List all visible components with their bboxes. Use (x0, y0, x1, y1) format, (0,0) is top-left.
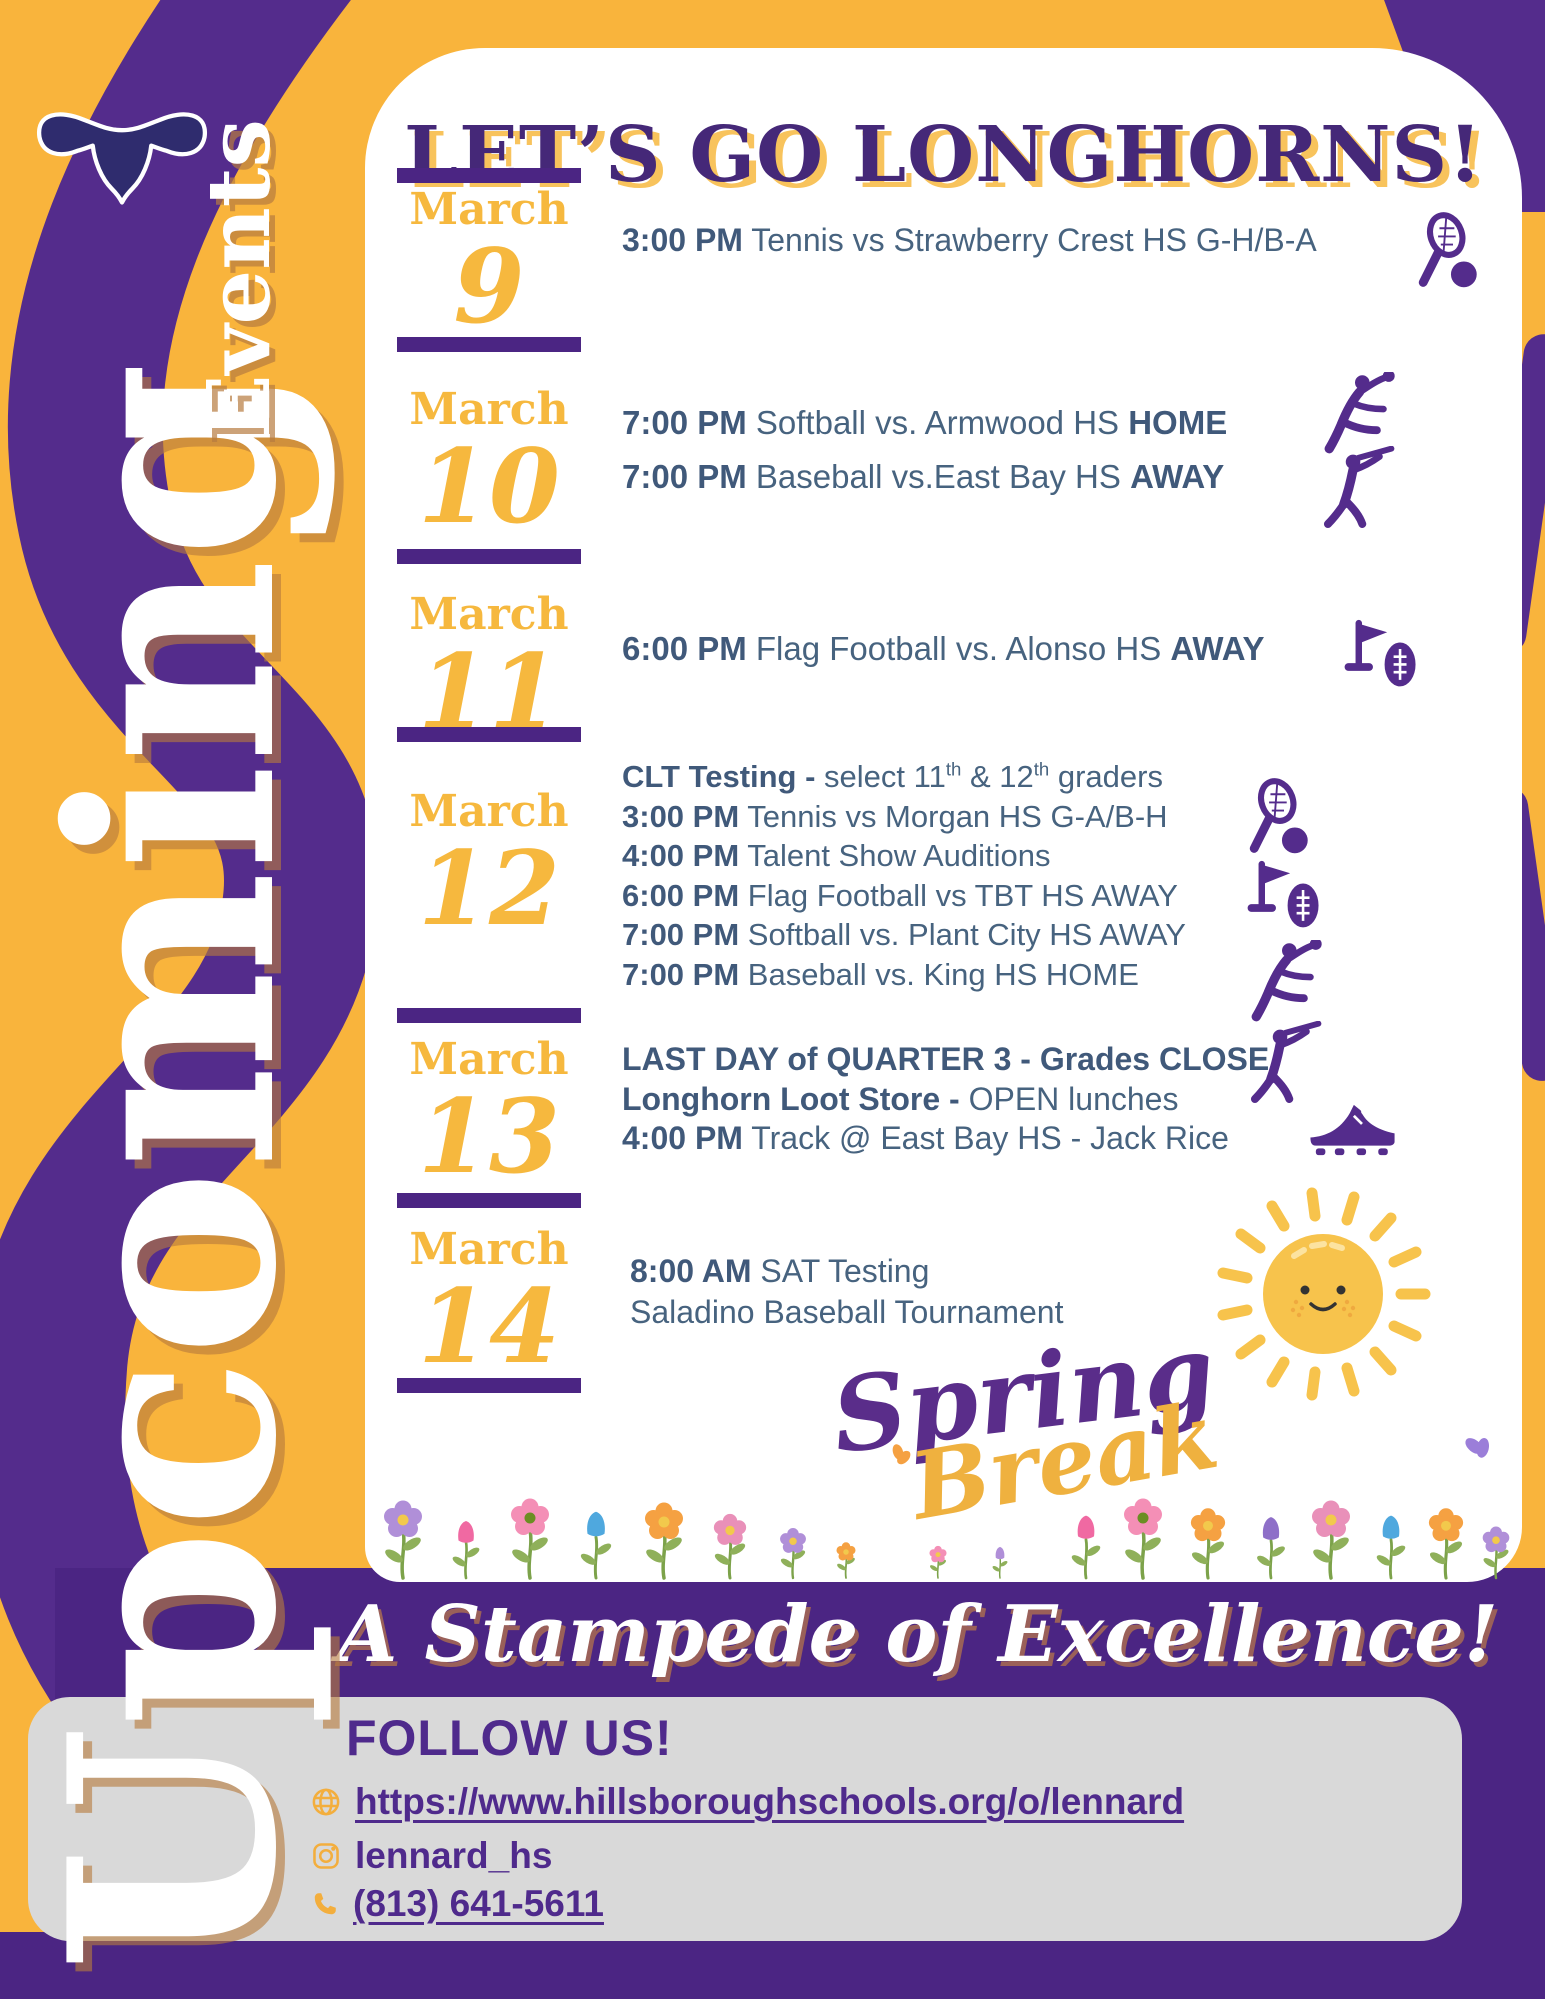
flower-cluster (381, 1438, 1512, 1580)
flag-football-icon-wrap (1243, 859, 1327, 944)
event-line: 4:00 PM Track @ East Bay HS - Jack Rice (622, 1120, 1229, 1156)
flag-football-icon (1247, 860, 1319, 928)
date-divider-bar (397, 168, 581, 183)
date-block: March 10 (397, 384, 581, 547)
date-divider-bar (397, 1008, 581, 1023)
events-vertical-text: Events (189, 119, 290, 440)
globe-icon (312, 1788, 340, 1816)
tagline-text: A Stampede of Excellence! (336, 1589, 1499, 1680)
baseball-batter-icon (1323, 445, 1395, 528)
date-month: March (409, 589, 569, 640)
event-line: 8:00 AM SAT Testing (630, 1253, 930, 1289)
flag-football-icon (1344, 619, 1416, 687)
date-month: March (409, 786, 569, 837)
date-month: March (409, 184, 569, 235)
event-line: 6:00 PM Flag Football vs. Alonso HS AWAY (622, 630, 1265, 667)
phone-icon (314, 1893, 336, 1915)
track-shoe-icon-wrap (1305, 1096, 1400, 1165)
instagram-row: lennard_hs (311, 1835, 552, 1877)
date-block: March 13 (397, 1034, 581, 1197)
date-block: March 14 (397, 1224, 581, 1387)
flag-football-icon-wrap (1340, 618, 1424, 703)
date-month: March (409, 384, 569, 435)
softball-player-icon (1251, 938, 1322, 1022)
date-divider-bar (397, 337, 581, 352)
stampede-banner: A Stampede of Excellence! (55, 1568, 1545, 1701)
follow-panel: FOLLOW US! https://www.hillsboroughschoo… (28, 1697, 1462, 1941)
butterfly-icon (1465, 1438, 1490, 1458)
event-lines: CLT Testing - select 11th & 12th graders… (622, 757, 1186, 994)
tennis-icon-wrap (1412, 212, 1494, 301)
instagram-icon (313, 1843, 339, 1869)
event-line: 3:00 PM Tennis vs Strawberry Crest HS G-… (622, 222, 1317, 258)
event-lines: 7:00 PM Softball vs. Armwood HS HOME 7:00… (622, 396, 1227, 504)
butterfly-icon (892, 1444, 911, 1465)
date-month: March (409, 1224, 569, 1275)
date-block: March 12 (397, 786, 581, 949)
phone-row: (813) 641-5611 (311, 1883, 604, 1925)
tennis-icon (1418, 212, 1477, 288)
bottom-strip (0, 1932, 1545, 1999)
event-line: 4:00 PM Talent Show Auditions (622, 838, 1051, 873)
event-line: Saladino Baseball Tournament (630, 1294, 1064, 1330)
event-lines: 6:00 PM Flag Football vs. Alonso HS AWAY (622, 627, 1265, 671)
date-month: March (409, 1034, 569, 1085)
date-divider-bar (397, 1193, 581, 1208)
event-line: 7:00 PM Baseball vs. King HS HOME (622, 956, 1139, 992)
event-lines: LAST DAY of QUARTER 3 - Grades CLOSE Long… (622, 1040, 1269, 1159)
sun-illustration (1217, 1187, 1431, 1401)
event-line: 6:00 PM Flag Football vs TBT HS AWAY (622, 877, 1178, 913)
event-line: 7:00 PM Baseball vs.East Bay HS AWAY (622, 458, 1225, 495)
tennis-icon-wrap (1243, 778, 1325, 867)
date-number: 14 (418, 1267, 560, 1387)
event-line: 7:00 PM Softball vs. Plant City HS AWAY (622, 917, 1186, 952)
follow-heading: FOLLOW US! (346, 1710, 673, 1766)
upcoming-vertical-text: Upcoming (7, 361, 339, 1972)
baseball-batter-icon-wrap (1243, 1020, 1325, 1108)
track-shoe-icon (1310, 1104, 1395, 1156)
date-divider-bar (397, 1378, 581, 1393)
page-title: LET’S GO LONGHORNS! (404, 109, 1483, 200)
event-line: 7:00 PM Softball vs. Armwood HS HOME (622, 404, 1228, 441)
phone-link[interactable]: (813) 641-5611 (353, 1883, 604, 1924)
instagram-handle[interactable]: lennard_hs (355, 1835, 553, 1876)
website-link[interactable]: https://www.hillsboroughschools.org/o/le… (355, 1781, 1185, 1822)
date-block: March 9 (397, 184, 581, 347)
date-number: 13 (418, 1077, 560, 1197)
softball-player-icon-wrap (1243, 938, 1325, 1027)
baseball-batter-icon (1250, 1020, 1322, 1103)
longhorn-logo-icon (37, 112, 207, 205)
event-lines: 3:00 PM Tennis vs Strawberry Crest HS G-… (622, 218, 1317, 262)
date-number: 10 (418, 427, 560, 547)
event-lines: 8:00 AM SAT Testing Saladino Baseball Tou… (630, 1251, 1063, 1333)
date-block: March 11 (397, 589, 581, 752)
date-divider-bar (397, 727, 581, 742)
date-number: 12 (418, 829, 560, 949)
event-line: Longhorn Loot Store - OPEN lunches (622, 1080, 1179, 1117)
date-number: 11 (418, 632, 560, 752)
flower-border (381, 1438, 1512, 1580)
website-row: https://www.hillsboroughschools.org/o/le… (311, 1781, 1184, 1823)
softball-player-icon-wrap (1316, 370, 1398, 459)
tennis-icon (1249, 778, 1308, 854)
date-divider-bar (397, 549, 581, 564)
event-line: CLT Testing - select 11th & 12th graders (622, 758, 1163, 794)
baseball-batter-icon-wrap (1316, 445, 1398, 533)
event-line: LAST DAY of QUARTER 3 - Grades CLOSE (622, 1041, 1270, 1077)
softball-player-icon (1324, 370, 1395, 454)
event-line: 3:00 PM Tennis vs Morgan HS G-A/B-H (622, 798, 1168, 834)
date-number: 9 (453, 227, 525, 347)
